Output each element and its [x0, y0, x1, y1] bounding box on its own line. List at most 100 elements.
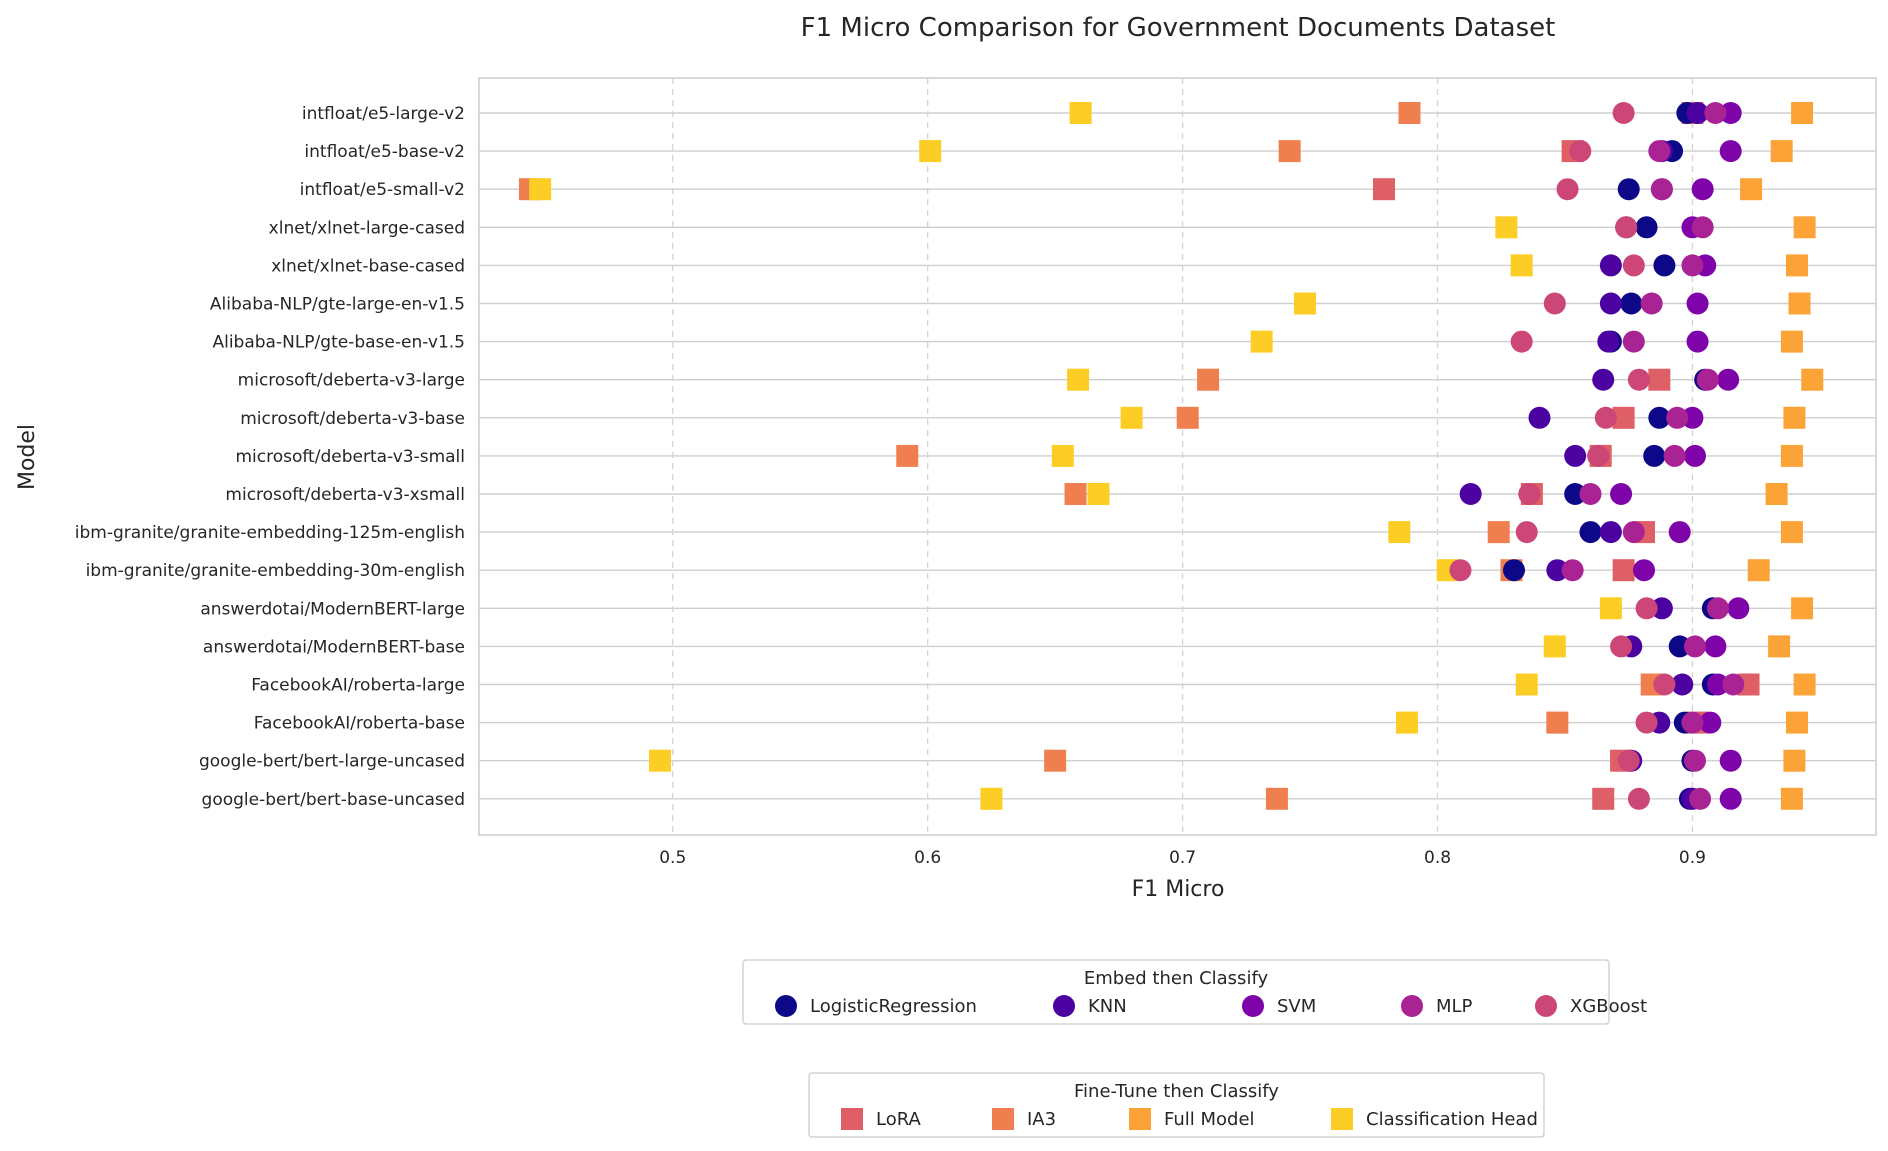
point-xgboost — [1587, 444, 1610, 467]
point-ia3 — [1487, 521, 1510, 544]
marker-layer — [518, 102, 1824, 810]
point-xgboost — [1612, 102, 1635, 124]
point-classification-head — [1087, 483, 1110, 505]
y-tick-label: ibm-granite/granite-embedding-30m-englis… — [86, 561, 465, 581]
point-full-model — [1770, 140, 1793, 163]
x-tick-label: 0.7 — [1169, 848, 1196, 868]
point-knn — [1528, 406, 1551, 429]
point-classification-head — [1069, 102, 1092, 124]
point-classification-head — [1510, 254, 1533, 277]
x-axis-title: F1 Micro — [1132, 877, 1225, 902]
legend-swatch-mlp — [1401, 995, 1423, 1017]
point-xgboost — [1610, 635, 1633, 658]
point-mlp — [1689, 787, 1712, 810]
point-full-model — [1780, 787, 1803, 810]
y-tick-label: FacebookAI/roberta-base — [254, 714, 465, 734]
y-axis-title: Model — [15, 424, 40, 490]
legend-title: Embed then Classify — [1084, 968, 1269, 989]
point-ia3 — [1197, 368, 1220, 391]
point-full-model — [1780, 330, 1803, 353]
legend-swatch-logisticregression — [775, 995, 797, 1017]
point-full-model — [1747, 559, 1770, 582]
point-xgboost — [1615, 216, 1638, 239]
point-classification-head — [1495, 216, 1518, 239]
y-tick-label: microsoft/deberta-v3-large — [238, 371, 465, 391]
point-lora — [1612, 406, 1635, 429]
point-full-model — [1785, 711, 1808, 734]
y-tick-label: ibm-granite/granite-embedding-125m-engli… — [75, 523, 465, 543]
legend-label: IA3 — [1027, 1109, 1056, 1130]
point-mlp — [1650, 178, 1673, 201]
tick-label-layer: intfloat/e5-large-v2 intfloat/e5-base-v2 i… — [75, 104, 1706, 868]
point-svm — [1681, 406, 1704, 429]
point-full-model — [1765, 483, 1788, 505]
y-tick-label: Alibaba-NLP/gte-base-en-v1.5 — [212, 333, 465, 353]
point-ia3 — [1044, 749, 1067, 772]
point-svm — [1727, 597, 1750, 620]
point-svm — [1610, 483, 1633, 505]
point-svm — [1717, 368, 1740, 391]
point-full-model — [1783, 406, 1806, 429]
point-xgboost — [1556, 178, 1579, 201]
point-knn — [1599, 292, 1622, 315]
point-full-model — [1801, 368, 1824, 391]
point-full-model — [1768, 635, 1791, 658]
point-mlp — [1579, 483, 1602, 505]
point-xgboost — [1518, 483, 1541, 505]
point-classification-head — [529, 178, 552, 201]
chart-title: F1 Micro Comparison for Government Docum… — [801, 13, 1556, 43]
y-tick-label: xlnet/xlnet-large-cased — [269, 218, 465, 238]
legend-label: KNN — [1088, 996, 1127, 1017]
point-svm — [1704, 635, 1727, 658]
point-xgboost — [1622, 254, 1645, 277]
point-ia3 — [896, 444, 919, 467]
y-tick-label: google-bert/bert-large-uncased — [199, 752, 465, 772]
point-classification-head — [1543, 635, 1566, 658]
point-knn — [1671, 673, 1694, 696]
point-knn — [1546, 559, 1569, 582]
point-logisticregression — [1643, 444, 1666, 467]
point-full-model — [1780, 521, 1803, 544]
point-svm — [1684, 444, 1707, 467]
point-svm — [1686, 292, 1709, 315]
point-full-model — [1793, 216, 1816, 239]
point-svm — [1699, 711, 1722, 734]
point-classification-head — [1293, 292, 1316, 315]
point-classification-head — [1388, 521, 1411, 544]
point-xgboost — [1543, 292, 1566, 315]
point-full-model — [1791, 597, 1814, 620]
point-full-model — [1791, 102, 1814, 124]
point-xgboost — [1594, 406, 1617, 429]
point-mlp — [1691, 216, 1714, 239]
point-full-model — [1785, 254, 1808, 277]
point-svm — [1633, 559, 1656, 582]
point-knn — [1650, 597, 1673, 620]
y-tick-label: intfloat/e5-base-v2 — [304, 142, 465, 162]
point-lora — [1372, 178, 1395, 201]
point-xgboost — [1627, 368, 1650, 391]
point-lora — [1648, 368, 1671, 391]
y-tick-label: answerdotai/ModernBERT-base — [203, 637, 465, 657]
point-full-model — [1793, 673, 1816, 696]
point-mlp — [1722, 673, 1745, 696]
point-svm — [1719, 749, 1742, 772]
point-mlp — [1684, 635, 1707, 658]
point-logisticregression — [1648, 406, 1671, 429]
x-tick-label: 0.8 — [1424, 848, 1451, 868]
point-mlp — [1561, 559, 1584, 582]
legend-label: SVM — [1277, 996, 1316, 1017]
legend-swatch-knn — [1053, 995, 1075, 1017]
y-tick-label: google-bert/bert-base-uncased — [202, 790, 465, 810]
point-mlp — [1696, 368, 1719, 391]
point-svm — [1668, 521, 1691, 544]
point-xgboost — [1627, 787, 1650, 810]
point-logisticregression — [1653, 254, 1676, 277]
point-xgboost — [1635, 711, 1658, 734]
legend-label: XGBoost — [1570, 996, 1647, 1017]
y-tick-label: answerdotai/ModernBERT-large — [200, 599, 465, 619]
point-knn — [1459, 483, 1482, 505]
point-xgboost — [1653, 673, 1676, 696]
point-ia3 — [1064, 483, 1087, 505]
